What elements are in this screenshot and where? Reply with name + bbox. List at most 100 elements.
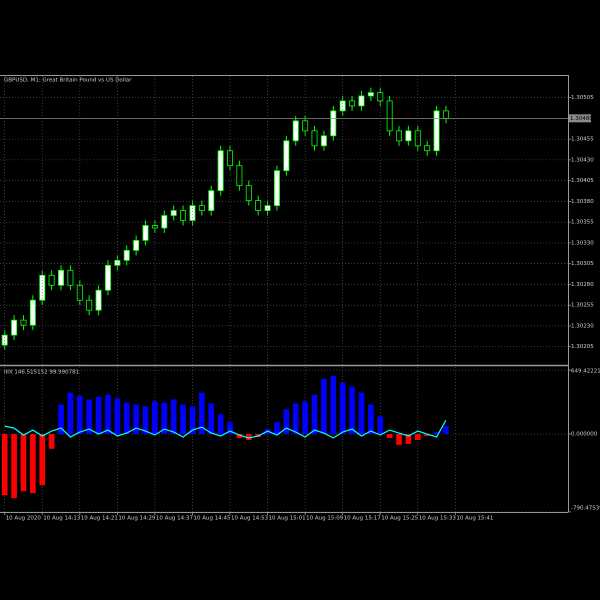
candle-body <box>433 110 440 152</box>
histogram-bar <box>48 434 55 449</box>
y-tick-label: 1.30355 <box>571 220 594 226</box>
histogram-bar <box>424 434 430 437</box>
candle-body <box>58 269 65 286</box>
histogram-bar <box>133 404 139 435</box>
y-tick-label: 1.30455 <box>571 137 594 143</box>
x-tick-label: 10 Aug 2020 <box>6 516 42 522</box>
histogram-bar <box>180 404 186 435</box>
candle-body <box>161 215 168 229</box>
y-tick-label: 1.30330 <box>571 240 594 246</box>
candle-body <box>48 274 55 286</box>
candle-body <box>367 92 374 97</box>
histogram-bar <box>123 402 130 435</box>
bid-label: 1.30480 <box>570 116 593 122</box>
histogram-bar <box>339 382 346 435</box>
x-tick-label: 10 Aug 14:53 <box>231 516 269 522</box>
histogram-bar <box>161 402 168 435</box>
histogram-bar <box>349 386 355 435</box>
histogram-bar <box>11 434 17 499</box>
candle-body <box>86 299 93 311</box>
histogram-bar <box>236 434 243 438</box>
candle-body <box>330 110 337 137</box>
candle-body <box>349 100 356 107</box>
candle-body <box>442 110 449 119</box>
histogram-bar <box>208 403 215 435</box>
y-tick-label: 1.30505 <box>571 95 594 101</box>
x-tick-label: 10 Aug 14:21 <box>81 516 118 522</box>
histogram-bar <box>152 401 158 435</box>
candle-body <box>142 225 149 241</box>
histogram-bar <box>311 394 318 435</box>
histogram-bar <box>396 434 402 445</box>
candle-body <box>255 200 262 211</box>
x-tick-label: 10 Aug 14:29 <box>118 516 156 522</box>
candle-body <box>273 170 280 206</box>
candle-body <box>11 319 18 336</box>
x-tick-label: 10 Aug 15:09 <box>306 516 344 522</box>
candle-body <box>133 240 140 251</box>
candle-body <box>405 130 412 142</box>
histogram-bar <box>67 392 74 435</box>
histogram-bar <box>368 404 374 435</box>
histogram-bar <box>227 422 233 435</box>
candle-body <box>396 130 402 142</box>
y-tick-label: 1.30305 <box>571 261 594 267</box>
candle-body <box>217 150 224 192</box>
x-tick-label: 10 Aug 15:41 <box>456 516 493 522</box>
histogram-bar <box>414 434 421 440</box>
histogram-bar <box>39 434 46 486</box>
candle-body <box>180 210 187 221</box>
histogram-bar <box>377 416 384 435</box>
candle-body <box>358 95 365 107</box>
x-tick-label: 10 Aug 14:37 <box>156 516 194 522</box>
candle-body <box>283 140 290 172</box>
histogram-bar <box>1 434 8 496</box>
histogram-bar <box>283 409 290 435</box>
candle-body <box>302 120 309 132</box>
y-tick-label: 0.000000 <box>571 432 598 438</box>
histogram-bar <box>189 406 196 435</box>
candle-body <box>20 319 27 326</box>
y-tick-label: 1.30280 <box>571 282 594 288</box>
x-tick-label: 10 Aug 15:25 <box>381 516 419 522</box>
candle-body <box>67 269 74 286</box>
histogram-bar <box>217 414 224 435</box>
histogram-bar <box>199 392 205 435</box>
bid-label-box <box>569 114 591 123</box>
candle-body <box>292 120 299 142</box>
candle-body <box>245 185 252 201</box>
x-tick-label: 10 Aug 15:33 <box>419 516 457 522</box>
histogram-bar <box>76 395 83 435</box>
indicator-title: IIIX 146.515152 99.990781 <box>4 370 79 376</box>
histogram-bar <box>114 398 121 435</box>
histogram-bar <box>245 434 252 440</box>
candle-body <box>189 205 196 221</box>
y-tick-label: 1.30230 <box>571 323 594 329</box>
candle-body <box>39 274 46 301</box>
candle-body <box>29 299 36 326</box>
histogram-bar <box>86 399 93 435</box>
histogram-bar <box>95 396 102 435</box>
histogram-bar <box>170 399 177 435</box>
candle-body <box>95 289 102 311</box>
histogram-bar <box>274 422 280 435</box>
x-tick-label: 10 Aug 14:45 <box>193 516 231 522</box>
histogram-bar <box>302 401 308 435</box>
candle-body <box>377 92 384 102</box>
y-tick-label: 1.30255 <box>571 303 594 309</box>
histogram-bar <box>443 426 449 435</box>
candle-body <box>227 150 233 167</box>
histogram-bar <box>405 434 412 444</box>
signal-line <box>4 419 447 439</box>
histogram-bar <box>330 375 337 435</box>
histogram-bar <box>358 392 365 435</box>
candle-body <box>236 165 243 187</box>
y-tick-label: 1.30430 <box>571 157 594 163</box>
histogram-bar <box>58 404 64 435</box>
candle-body <box>424 145 431 152</box>
histogram-bar <box>433 432 440 435</box>
histogram-bar <box>105 394 111 435</box>
y-tick-label: 1.30405 <box>571 178 594 184</box>
histogram-bar <box>30 434 36 494</box>
